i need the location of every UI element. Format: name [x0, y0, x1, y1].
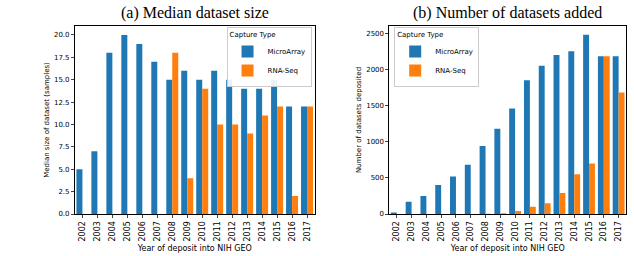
- svg-text:2013: 2013: [243, 221, 252, 241]
- svg-text:2011: 2011: [213, 221, 222, 241]
- svg-text:Number of datasets deposited: Number of datasets deposited: [355, 67, 363, 173]
- svg-text:2002: 2002: [78, 221, 87, 241]
- svg-text:MicroArray: MicroArray: [268, 48, 306, 56]
- svg-text:2012: 2012: [228, 221, 237, 241]
- svg-text:2013: 2013: [555, 221, 564, 241]
- svg-text:2016: 2016: [599, 221, 608, 241]
- svg-text:2014: 2014: [258, 221, 267, 241]
- svg-text:2010: 2010: [511, 221, 520, 241]
- svg-text:2008: 2008: [481, 221, 490, 241]
- svg-text:(b) Number of datasets added: (b) Number of datasets added: [413, 4, 602, 22]
- svg-text:2500: 2500: [366, 30, 384, 38]
- svg-text:2006: 2006: [452, 221, 461, 241]
- svg-text:2007: 2007: [466, 221, 475, 241]
- svg-text:7.5: 7.5: [58, 143, 69, 151]
- svg-text:2010: 2010: [198, 221, 207, 241]
- svg-text:RNA-Seq: RNA-Seq: [268, 67, 298, 75]
- svg-text:2017: 2017: [614, 221, 623, 241]
- svg-text:2003: 2003: [93, 221, 102, 241]
- svg-text:20.0: 20.0: [54, 31, 70, 39]
- svg-text:17.5: 17.5: [54, 54, 70, 62]
- svg-text:10.0: 10.0: [54, 121, 70, 129]
- svg-text:2008: 2008: [168, 221, 177, 241]
- svg-text:2002: 2002: [392, 221, 401, 241]
- svg-text:2005: 2005: [123, 221, 132, 241]
- svg-text:2009: 2009: [183, 221, 192, 241]
- svg-text:2015: 2015: [585, 221, 594, 241]
- svg-text:2.5: 2.5: [58, 188, 69, 196]
- svg-text:Year of deposit into NIH GEO: Year of deposit into NIH GEO: [450, 244, 565, 253]
- svg-text:500: 500: [371, 174, 384, 182]
- svg-text:2011: 2011: [525, 221, 534, 241]
- svg-text:(a) Median dataset size: (a) Median dataset size: [121, 4, 269, 22]
- svg-text:2005: 2005: [437, 221, 446, 241]
- svg-text:Year of deposit into NIH GEO: Year of deposit into NIH GEO: [137, 244, 252, 253]
- svg-text:2014: 2014: [570, 221, 579, 241]
- svg-text:15.0: 15.0: [54, 76, 70, 84]
- svg-text:2004: 2004: [108, 221, 117, 241]
- svg-text:2017: 2017: [303, 221, 312, 241]
- svg-text:Median size of dataset (sample: Median size of dataset (samples): [43, 62, 51, 178]
- svg-text:Capture Type: Capture Type: [230, 31, 276, 39]
- svg-text:2015: 2015: [273, 221, 282, 241]
- svg-text:1500: 1500: [366, 102, 384, 110]
- svg-text:2007: 2007: [153, 221, 162, 241]
- svg-text:RNA-Seq: RNA-Seq: [435, 67, 465, 75]
- svg-text:0: 0: [380, 210, 384, 218]
- svg-text:2012: 2012: [540, 221, 549, 241]
- svg-text:2016: 2016: [288, 221, 297, 241]
- svg-text:1000: 1000: [366, 138, 384, 146]
- svg-text:2006: 2006: [138, 221, 147, 241]
- svg-text:0.0: 0.0: [58, 210, 69, 218]
- svg-text:2009: 2009: [496, 221, 505, 241]
- svg-text:2000: 2000: [366, 66, 384, 74]
- svg-text:Capture Type: Capture Type: [397, 31, 443, 39]
- svg-text:2003: 2003: [407, 221, 416, 241]
- svg-text:5.0: 5.0: [58, 166, 69, 174]
- svg-text:2004: 2004: [422, 221, 431, 241]
- svg-text:MicroArray: MicroArray: [435, 48, 473, 56]
- svg-text:12.5: 12.5: [54, 99, 70, 107]
